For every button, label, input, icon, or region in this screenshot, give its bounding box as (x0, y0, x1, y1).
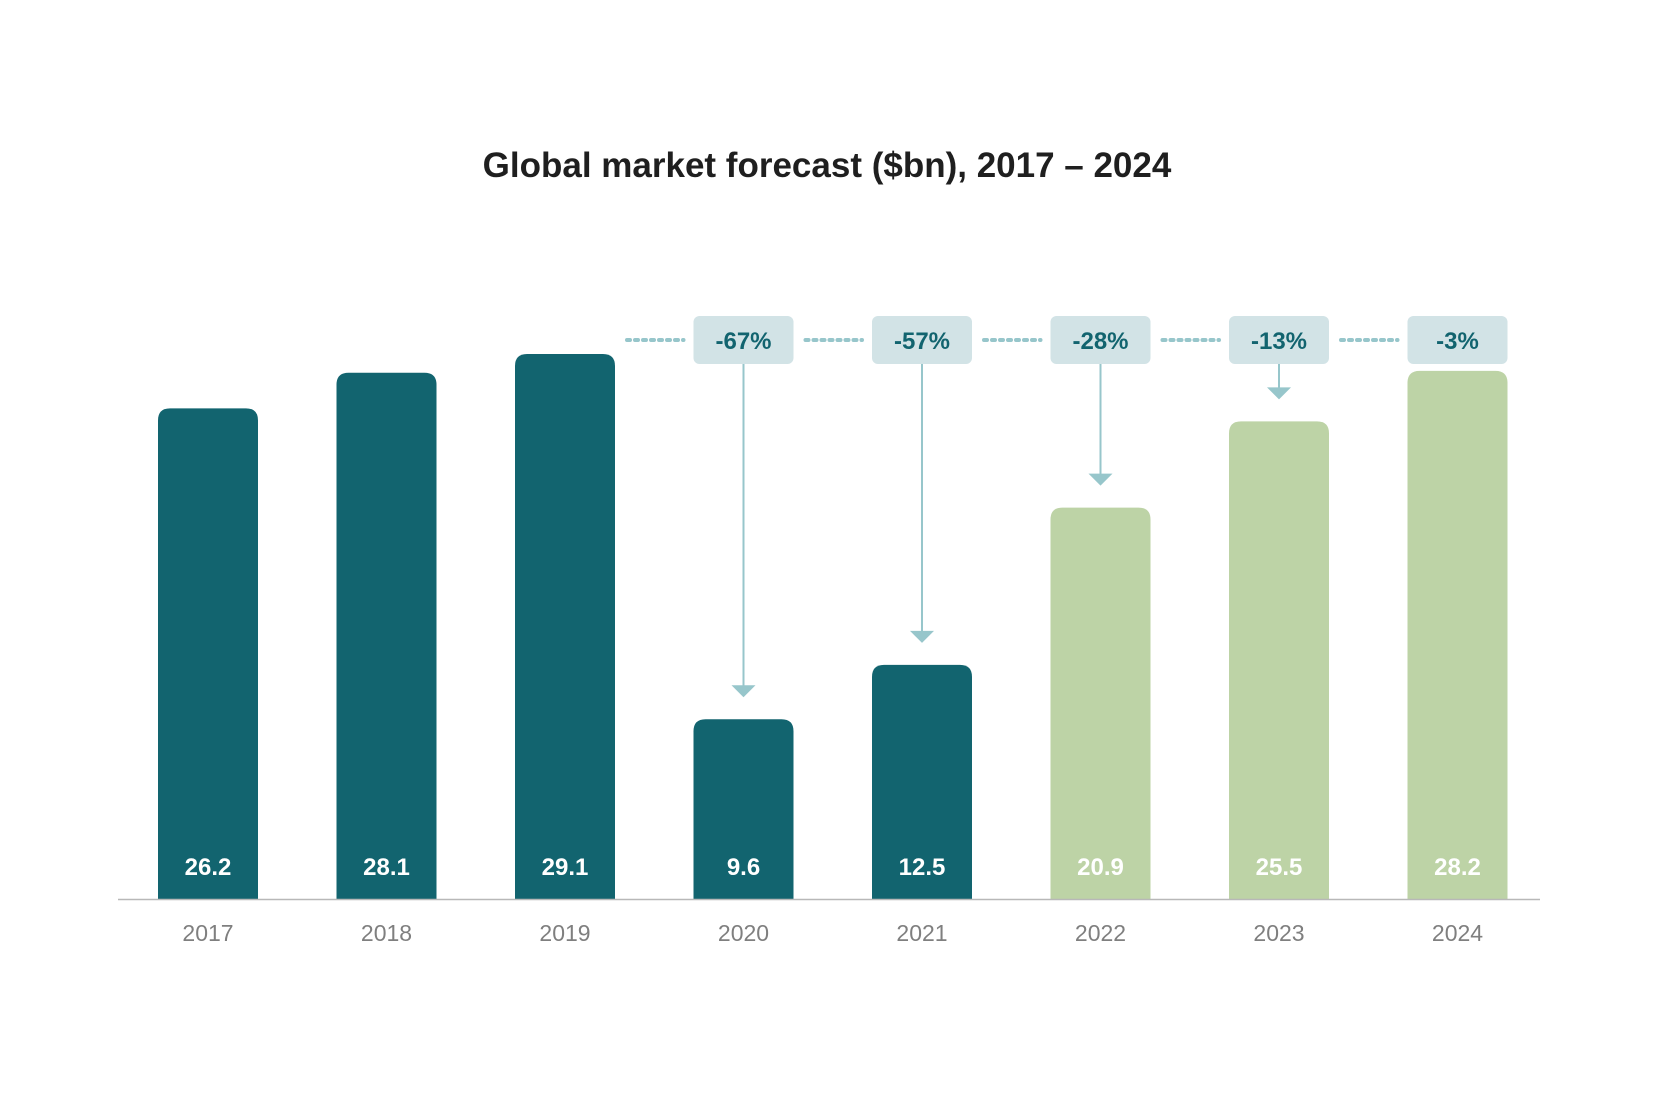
change-label-2021: -57% (894, 328, 950, 355)
bar-2024 (1407, 370, 1508, 899)
tick-label-2022: 2022 (1075, 920, 1126, 946)
tick-label-2023: 2023 (1253, 920, 1304, 946)
data-label-2021: 12.5 (899, 854, 946, 881)
chart-title: Global market forecast ($bn), 2017 – 202… (482, 146, 1172, 185)
data-label-2019: 29.1 (542, 854, 589, 881)
tick-label-2024: 2024 (1432, 920, 1483, 946)
change-label-2023: -13% (1251, 328, 1307, 355)
change-label-2020: -67% (715, 328, 771, 355)
tick-label-2021: 2021 (896, 920, 947, 946)
data-label-2022: 20.9 (1077, 854, 1124, 881)
change-label-2022: -28% (1072, 328, 1128, 355)
tick-label-2020: 2020 (718, 920, 769, 946)
bar-2019 (515, 354, 615, 899)
tick-label-2018: 2018 (361, 920, 412, 946)
change-label-2024: -3% (1436, 328, 1479, 355)
change-box-2023 (1229, 316, 1329, 364)
change-box-2020 (693, 316, 794, 364)
bar-2022 (1050, 507, 1151, 899)
arrow-head-2020 (731, 685, 756, 698)
arrow-head-2023 (1267, 387, 1291, 400)
tick-label-2019: 2019 (539, 920, 590, 946)
data-label-2018: 28.1 (363, 854, 410, 881)
data-label-2024: 28.2 (1434, 854, 1481, 881)
bar-2020 (693, 719, 794, 899)
data-label-2020: 9.6 (727, 854, 760, 881)
change-box-2024 (1407, 316, 1508, 364)
bar-2018 (336, 372, 437, 899)
tick-label-2017: 2017 (182, 920, 233, 946)
data-label-2017: 26.2 (185, 854, 232, 881)
bar-2021 (872, 664, 972, 899)
arrow-head-2022 (1088, 473, 1113, 486)
arrow-head-2021 (910, 630, 934, 643)
bar-2023 (1229, 421, 1329, 899)
change-box-2021 (872, 316, 972, 364)
bar-2017 (158, 408, 258, 899)
data-label-2023: 25.5 (1256, 854, 1303, 881)
change-box-2022 (1050, 316, 1151, 364)
